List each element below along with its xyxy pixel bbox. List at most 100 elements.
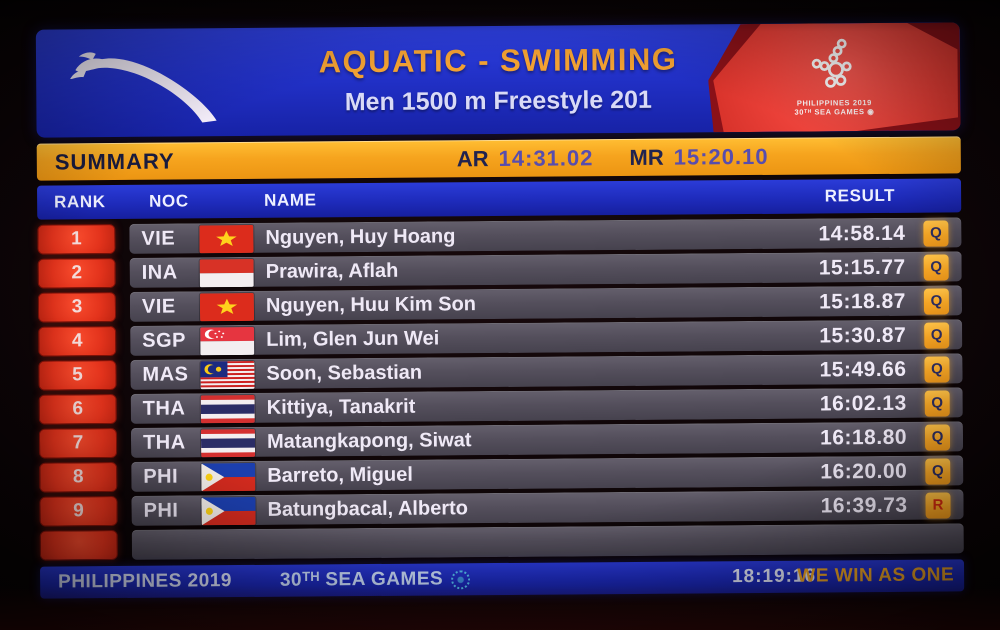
qualified-badge: Q xyxy=(924,390,950,417)
table-row: 8 PHI Barreto, Miguel 16:20.00 Q xyxy=(39,455,964,493)
row-bar: PHI Barreto, Miguel 16:20.00 Q xyxy=(131,455,964,492)
result-time: 16:02.13 xyxy=(819,391,907,415)
table-row: 7 THA Matangkapong, Siwat 16:18.80 Q xyxy=(38,421,964,459)
noc-code: VIE xyxy=(141,295,176,318)
flag-philippines-icon xyxy=(201,496,256,525)
sea-games-logo-panel: PHILIPPINES 2019 30ᵀᴴ SEA GAMES ◉ xyxy=(708,22,961,132)
sea-games-logo: PHILIPPINES 2019 30ᵀᴴ SEA GAMES ◉ xyxy=(708,22,961,132)
record-label: MR xyxy=(629,144,664,170)
rank-badge: 6 xyxy=(38,394,117,425)
table-row: 4 SGP Lim, Glen Jun Wei 15:30.87 Q xyxy=(38,319,963,357)
flag-singapore-icon xyxy=(200,326,255,355)
result-time: 14:58.14 xyxy=(818,221,906,245)
noc-code: INA xyxy=(141,261,178,284)
qualified-badge: Q xyxy=(924,424,951,451)
result-time: 16:18.80 xyxy=(820,425,908,449)
rank-badge: 8 xyxy=(39,462,118,493)
column-rank: RANK xyxy=(54,192,106,212)
header-banner: AQUATIC - SWIMMING Men 1500 m Freestyle … xyxy=(35,22,961,138)
noc-code: THA xyxy=(142,397,186,420)
results-table: 1 VIE Nguyen, Huy Hoang 14:58.14 Q 2 INA… xyxy=(37,217,964,561)
rank-badge: 1 xyxy=(37,224,116,255)
table-row-empty xyxy=(39,523,964,561)
column-noc: NOC xyxy=(149,191,189,211)
flag-philippines-icon xyxy=(201,462,256,491)
qualified-badge: Q xyxy=(923,254,949,281)
summary-bar: SUMMARY AR 14:31.02 MR 15:20.10 xyxy=(36,136,961,181)
qualified-badge: Q xyxy=(925,458,951,485)
athlete-name: Prawira, Aflah xyxy=(265,259,399,283)
summary-label: SUMMARY xyxy=(54,148,175,174)
table-row: 9 PHI Batungbacal, Alberto 16:39.73 R xyxy=(39,489,964,527)
rank-badge: 5 xyxy=(38,360,117,391)
rank-badge: 2 xyxy=(37,258,116,289)
athlete-name: Nguyen, Huy Hoang xyxy=(265,225,456,249)
rank-badge: 9 xyxy=(39,496,118,527)
row-bar: THA Matangkapong, Siwat 16:18.80 Q xyxy=(130,421,964,458)
table-header-row: RANK NOC NAME RESULT xyxy=(37,178,962,220)
table-row: 3 VIE Nguyen, Huu Kim Son 15:18.87 Q xyxy=(37,285,963,323)
row-bar: SGP Lim, Glen Jun Wei 15:30.87 Q xyxy=(130,319,963,356)
table-row: 5 MAS Soon, Sebastian 15:49.66 Q xyxy=(38,353,963,391)
rank-badge: 4 xyxy=(38,326,117,357)
row-bar: VIE Nguyen, Huu Kim Son 15:18.87 Q xyxy=(129,285,963,322)
event-label: 30ᵀᴴ SEA GAMES xyxy=(279,568,471,591)
table-row: 1 VIE Nguyen, Huy Hoang 14:58.14 Q xyxy=(37,217,962,255)
footer-bar: PHILIPPINES 2019 30ᵀᴴ SEA GAMES 18:19:16… xyxy=(39,559,965,599)
result-time: 15:18.87 xyxy=(818,289,907,313)
noc-code: PHI xyxy=(143,499,179,522)
result-time: 15:49.66 xyxy=(819,357,907,381)
row-bar: PHI Batungbacal, Alberto 16:39.73 R xyxy=(131,489,964,526)
table-row: 2 INA Prawira, Aflah 15:15.77 Q xyxy=(37,251,962,289)
qualified-badge: Q xyxy=(924,322,950,349)
noc-code: THA xyxy=(142,431,186,454)
result-time: 15:15.77 xyxy=(818,255,906,279)
noc-code: MAS xyxy=(142,363,189,386)
row-bar xyxy=(131,523,964,560)
slogan: WE WIN AS ONE xyxy=(797,564,955,587)
sea-games-emblem-icon xyxy=(451,569,471,589)
sea-games-rings-icon xyxy=(811,38,852,88)
athlete-name: Barreto, Miguel xyxy=(267,463,413,487)
asian-record: AR 14:31.02 xyxy=(457,145,594,172)
rank-badge: 3 xyxy=(37,292,117,323)
rank-badge xyxy=(39,530,118,561)
record-value: 15:20.10 xyxy=(673,143,769,170)
meet-record: MR 15:20.10 xyxy=(629,143,768,170)
row-bar: INA Prawira, Aflah 15:15.77 Q xyxy=(129,251,962,288)
athlete-name: Soon, Sebastian xyxy=(266,361,423,385)
records-group: AR 14:31.02 MR 15:20.10 xyxy=(457,143,769,171)
row-bar: MAS Soon, Sebastian 15:49.66 Q xyxy=(130,353,963,390)
qualified-badge: Q xyxy=(924,356,950,383)
result-time: 16:20.00 xyxy=(820,459,908,483)
athlete-name: Batungbacal, Alberto xyxy=(267,497,469,521)
qualified-badge: Q xyxy=(923,288,950,315)
event-text: 30ᵀᴴ SEA GAMES xyxy=(279,568,444,591)
flag-malaysia-icon xyxy=(200,360,255,389)
noc-code: VIE xyxy=(141,227,176,250)
noc-code: SGP xyxy=(142,329,187,352)
result-time: 16:39.73 xyxy=(820,493,908,517)
record-value: 14:31.02 xyxy=(498,144,594,171)
column-result: RESULT xyxy=(824,185,896,206)
row-bar: VIE Nguyen, Huy Hoang 14:58.14 Q xyxy=(129,217,962,254)
flag-thailand-icon xyxy=(200,428,256,457)
qualified-badge: R xyxy=(925,492,951,519)
flag-thailand-icon xyxy=(200,394,255,423)
qualified-badge: Q xyxy=(923,220,949,247)
result-time: 15:30.87 xyxy=(819,323,907,347)
record-label: AR xyxy=(456,145,489,171)
row-bar: THA Kittiya, Tanakrit 16:02.13 Q xyxy=(130,387,963,424)
noc-code: PHI xyxy=(143,465,179,488)
athlete-name: Matangkapong, Siwat xyxy=(266,429,472,453)
athlete-name: Lim, Glen Jun Wei xyxy=(266,327,440,351)
athlete-name: Kittiya, Tanakrit xyxy=(266,395,416,419)
flag-indonesia-icon xyxy=(199,258,254,287)
column-name: NAME xyxy=(264,190,317,210)
flag-vietnam-icon xyxy=(199,292,255,321)
scoreboard: AQUATIC - SWIMMING Men 1500 m Freestyle … xyxy=(35,22,965,599)
flag-placeholder xyxy=(202,530,256,558)
table-row: 6 THA Kittiya, Tanakrit 16:02.13 Q xyxy=(38,387,963,425)
flag-vietnam-icon xyxy=(199,224,254,253)
